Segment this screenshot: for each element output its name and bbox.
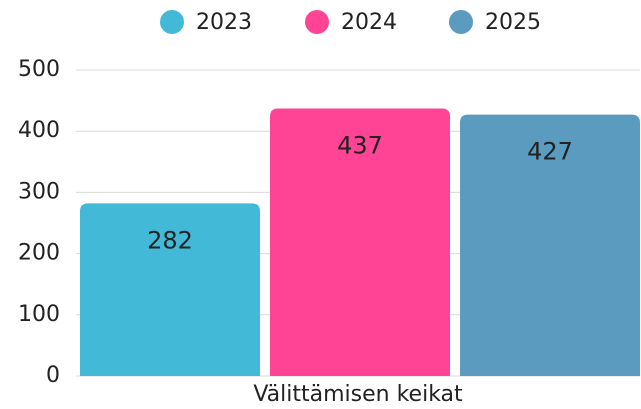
bar bbox=[80, 203, 260, 376]
value-label: 282 bbox=[147, 226, 193, 254]
y-tick-label: 400 bbox=[18, 118, 60, 143]
y-tick-label: 100 bbox=[18, 302, 60, 327]
value-label: 437 bbox=[337, 132, 383, 160]
legend-label: 2024 bbox=[341, 10, 397, 35]
value-label: 427 bbox=[527, 138, 573, 166]
legend-swatch bbox=[449, 10, 473, 34]
bar bbox=[270, 108, 450, 376]
y-tick-label: 0 bbox=[46, 363, 60, 388]
legend-swatch bbox=[160, 10, 184, 34]
legend-swatch bbox=[305, 10, 329, 34]
y-tick-label: 500 bbox=[18, 57, 60, 82]
bar bbox=[460, 114, 640, 377]
x-tick-label: Välittämisen keikat bbox=[253, 382, 463, 407]
legend-label: 2023 bbox=[196, 10, 252, 35]
y-tick-label: 200 bbox=[18, 241, 60, 266]
legend-label: 2025 bbox=[485, 10, 541, 35]
y-tick-label: 300 bbox=[18, 179, 60, 204]
